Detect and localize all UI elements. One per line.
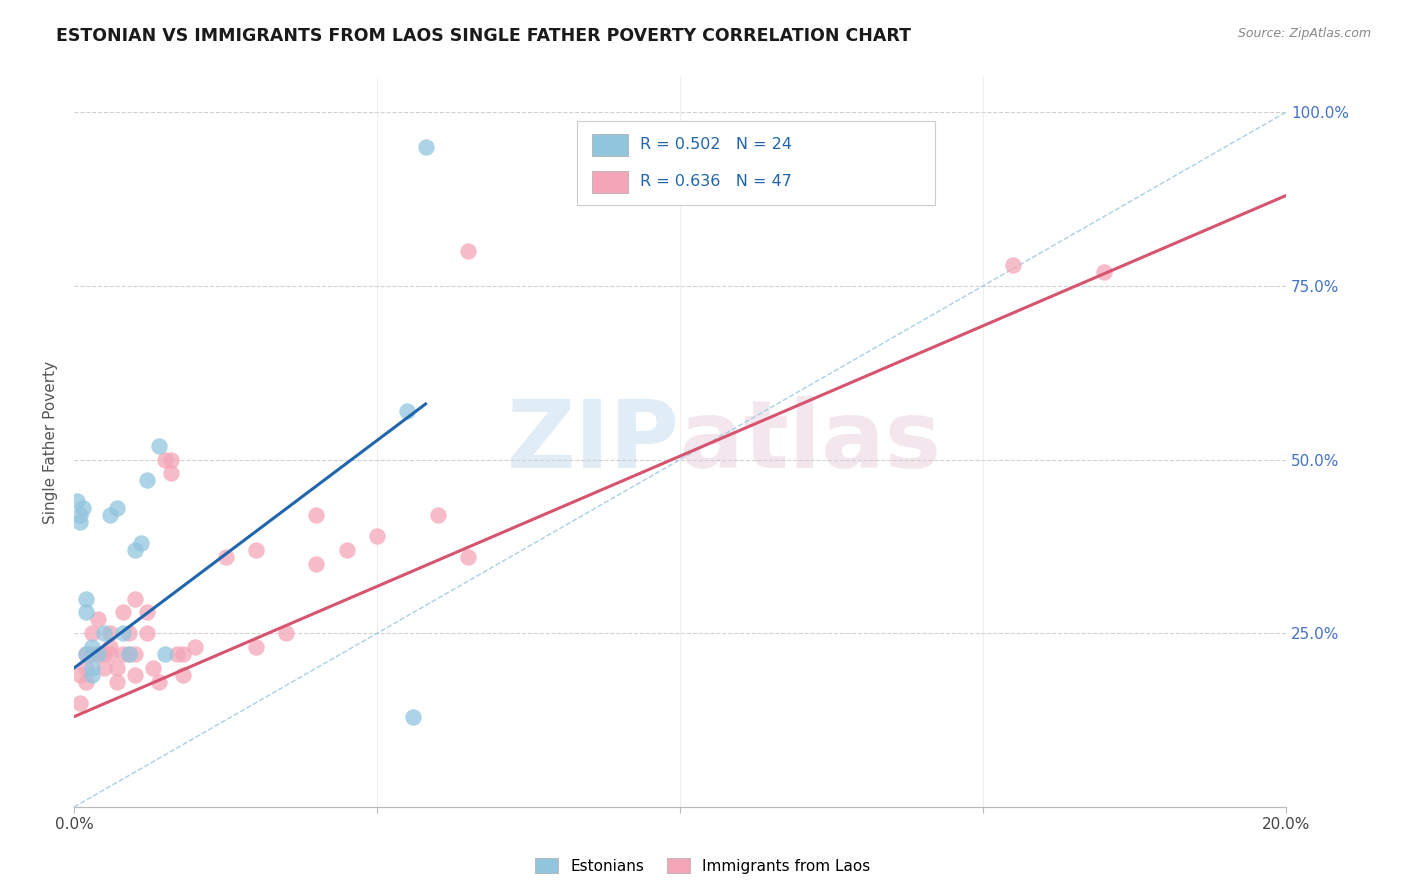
Point bbox=[396, 404, 419, 418]
Point bbox=[1092, 265, 1115, 279]
Point bbox=[124, 542, 146, 557]
Point bbox=[276, 626, 298, 640]
Point bbox=[142, 661, 165, 675]
Bar bbox=[592, 134, 628, 155]
Point bbox=[82, 626, 104, 640]
Point bbox=[148, 439, 170, 453]
Point bbox=[135, 626, 157, 640]
Point bbox=[111, 626, 134, 640]
Point bbox=[111, 647, 134, 661]
Point bbox=[117, 647, 139, 661]
Text: Source: ZipAtlas.com: Source: ZipAtlas.com bbox=[1237, 27, 1371, 40]
Point bbox=[75, 647, 97, 661]
Point bbox=[69, 515, 91, 529]
Point bbox=[72, 501, 94, 516]
Point bbox=[135, 474, 157, 488]
Point bbox=[457, 549, 479, 564]
Point bbox=[305, 508, 328, 523]
Point bbox=[117, 626, 139, 640]
Point bbox=[124, 668, 146, 682]
Point bbox=[184, 640, 207, 655]
Point bbox=[82, 668, 104, 682]
Text: ESTONIAN VS IMMIGRANTS FROM LAOS SINGLE FATHER POVERTY CORRELATION CHART: ESTONIAN VS IMMIGRANTS FROM LAOS SINGLE … bbox=[56, 27, 911, 45]
Point bbox=[93, 661, 115, 675]
Point bbox=[69, 696, 91, 710]
Point bbox=[75, 591, 97, 606]
Point bbox=[75, 606, 97, 620]
Point bbox=[66, 494, 89, 508]
Point bbox=[100, 640, 122, 655]
Point bbox=[415, 140, 437, 154]
Point bbox=[124, 647, 146, 661]
Point bbox=[100, 647, 122, 661]
Text: R = 0.502   N = 24: R = 0.502 N = 24 bbox=[640, 137, 792, 153]
Point bbox=[366, 529, 388, 543]
Point bbox=[69, 668, 91, 682]
Point bbox=[172, 647, 194, 661]
Point bbox=[172, 668, 194, 682]
Point bbox=[93, 647, 115, 661]
Point bbox=[135, 606, 157, 620]
Point bbox=[105, 501, 128, 516]
Point bbox=[75, 674, 97, 689]
Point bbox=[100, 508, 122, 523]
Point bbox=[457, 244, 479, 259]
Point bbox=[111, 606, 134, 620]
Point bbox=[402, 709, 425, 723]
Text: ZIP: ZIP bbox=[508, 396, 681, 488]
Point bbox=[160, 452, 183, 467]
Point bbox=[153, 452, 176, 467]
Point bbox=[75, 661, 97, 675]
Point bbox=[153, 647, 176, 661]
Point bbox=[82, 640, 104, 655]
Point bbox=[69, 508, 91, 523]
Point bbox=[305, 557, 328, 571]
Point bbox=[87, 612, 110, 626]
Point bbox=[1002, 258, 1025, 272]
Point bbox=[129, 536, 152, 550]
Point bbox=[93, 626, 115, 640]
Y-axis label: Single Father Poverty: Single Father Poverty bbox=[44, 360, 58, 524]
Point bbox=[82, 661, 104, 675]
Text: R = 0.636   N = 47: R = 0.636 N = 47 bbox=[640, 174, 792, 189]
Bar bbox=[592, 170, 628, 193]
Bar bbox=[576, 121, 935, 205]
Point bbox=[426, 508, 449, 523]
Point bbox=[82, 647, 104, 661]
Point bbox=[124, 591, 146, 606]
Point bbox=[105, 674, 128, 689]
Text: atlas: atlas bbox=[681, 396, 941, 488]
Point bbox=[214, 549, 236, 564]
Point bbox=[148, 674, 170, 689]
Point bbox=[117, 647, 139, 661]
Point bbox=[160, 467, 183, 481]
Point bbox=[336, 542, 359, 557]
Legend: Estonians, Immigrants from Laos: Estonians, Immigrants from Laos bbox=[529, 852, 877, 880]
Point bbox=[87, 647, 110, 661]
Point bbox=[245, 542, 267, 557]
Point bbox=[166, 647, 188, 661]
Point bbox=[100, 626, 122, 640]
Point bbox=[87, 647, 110, 661]
Point bbox=[75, 647, 97, 661]
Point bbox=[105, 661, 128, 675]
Point bbox=[245, 640, 267, 655]
